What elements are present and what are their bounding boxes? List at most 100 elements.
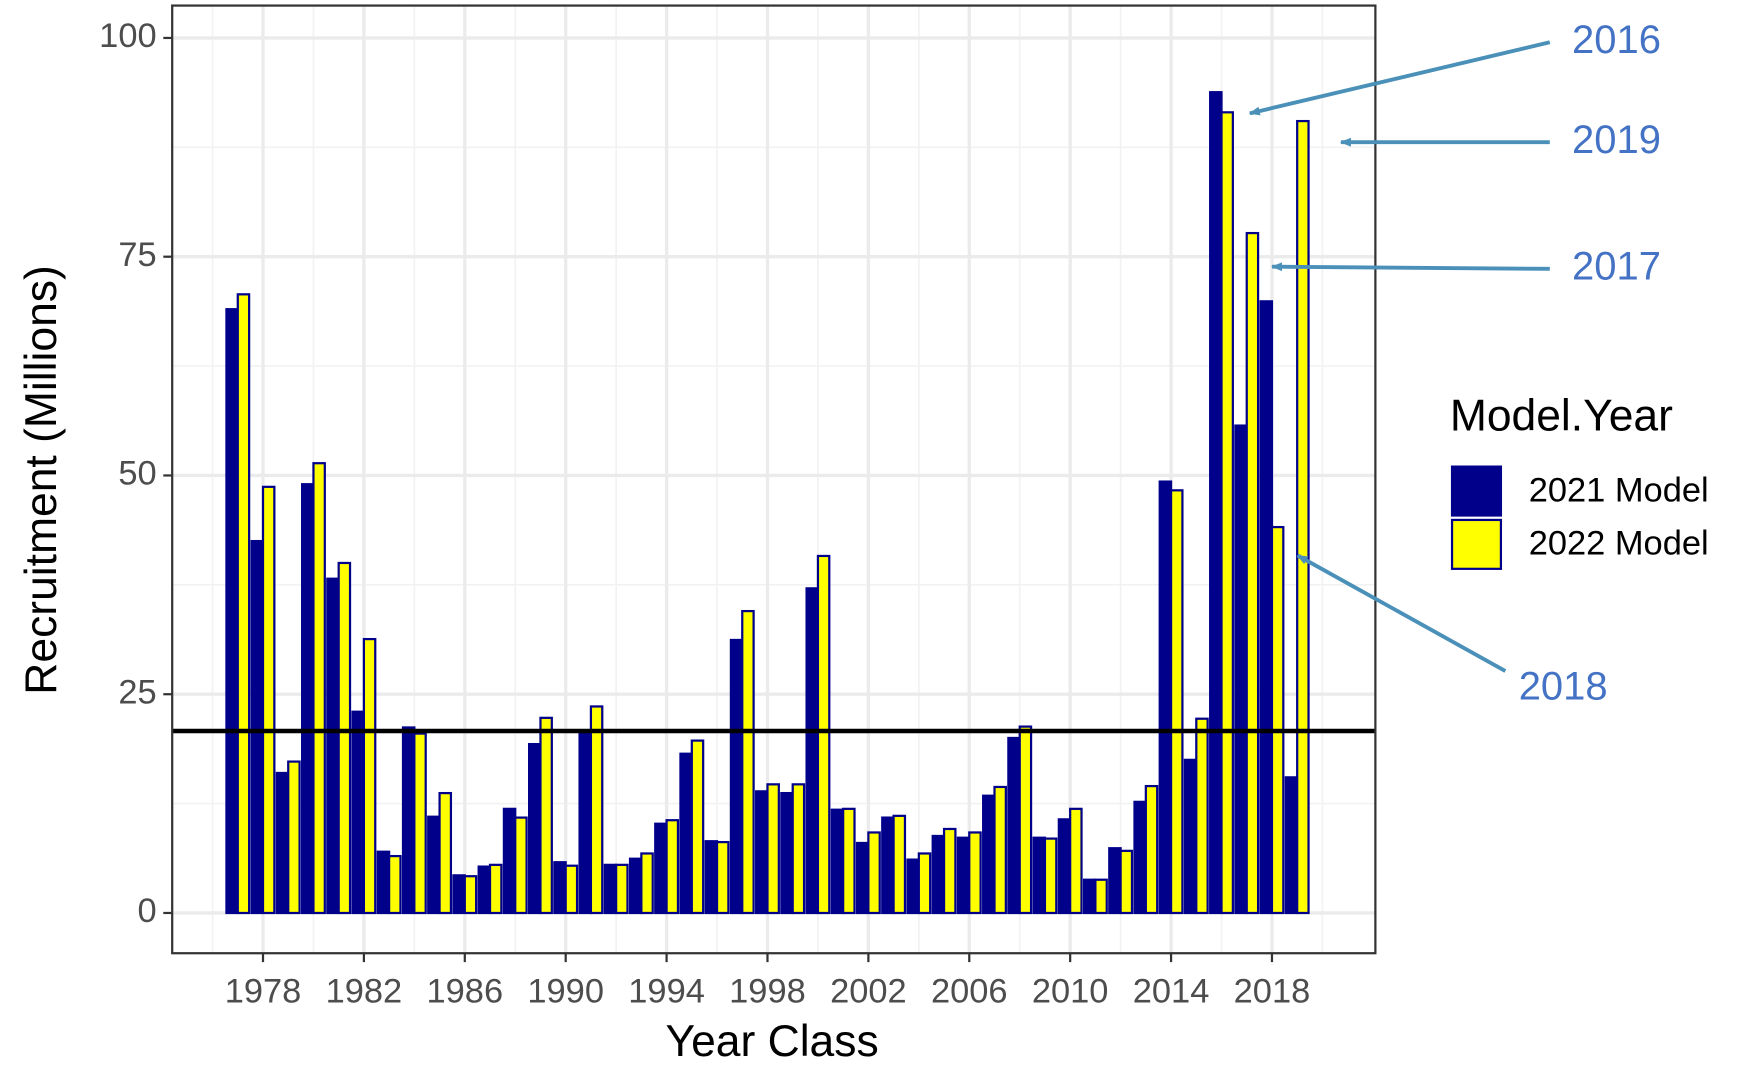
bar [1043,837,1058,915]
bar [312,462,326,915]
bar [463,875,478,915]
y-tick-label: 100 [99,17,156,55]
bar [881,816,895,915]
x-tick-label: 2002 [830,972,907,1010]
bar [993,785,1007,915]
bar [362,637,377,915]
annotation: 2017 [1572,244,1661,288]
bar [539,716,553,915]
bar [968,831,982,915]
bar [528,742,542,915]
bar [376,850,391,915]
bar [729,638,744,915]
annotation-arrow [1270,262,1550,272]
bar [1032,836,1047,915]
bar [603,863,618,915]
bar [1220,111,1234,915]
x-tick-label: 2006 [931,972,1008,1010]
bar [427,815,441,915]
bar [791,783,806,915]
bar [1169,489,1184,915]
bar [766,783,780,915]
x-axis-title: Year Class [666,1017,879,1066]
bar [452,874,466,915]
bar [805,587,820,915]
legend-label: 2021 Model [1529,471,1709,509]
bar [553,861,567,915]
bar [628,857,643,915]
legend-title: Model.Year [1450,392,1673,441]
bar [640,852,654,915]
bar [401,726,416,915]
bar [1144,784,1159,915]
bar [665,819,680,915]
bar [654,822,668,915]
y-tick-label: 0 [137,892,156,930]
bar [477,865,492,915]
bar [488,863,503,915]
x-tick-label: 1986 [426,972,503,1010]
legend-key [1450,465,1503,517]
bar [275,771,290,915]
bar [1069,807,1083,915]
bar [1018,725,1033,915]
bar [755,790,769,915]
bar [867,831,881,915]
bar [388,854,402,915]
x-tick-label: 2014 [1133,972,1210,1010]
bar [236,293,251,915]
bar [1259,300,1274,915]
bar [1108,847,1122,915]
bar [300,483,315,915]
bar [502,807,517,915]
legend-key [1450,518,1503,570]
y-tick-label: 50 [118,455,156,493]
bar [1133,800,1147,915]
bar [816,554,831,915]
x-tick-label: 1982 [326,972,403,1010]
bar [1007,736,1021,915]
bar [1195,717,1209,915]
bar [287,760,301,915]
y-axis-title: Recruitment (Millions) [17,265,66,695]
bar [326,577,340,915]
bar [690,739,705,915]
bar [855,841,870,915]
bar [1082,878,1097,915]
bar [917,852,932,915]
bar [1119,849,1134,915]
bar [615,863,629,915]
bar [578,729,593,915]
bar [1094,878,1108,915]
bar [351,710,366,915]
annotation: 2018 [1519,664,1608,708]
bar [1284,776,1299,915]
plot-border [171,4,1377,955]
bar [830,808,845,915]
bar [982,794,996,915]
bar [1270,525,1285,915]
bar [261,485,276,915]
x-tick-label: 1998 [729,972,806,1010]
bar [942,827,957,915]
annotation: 2016 [1572,18,1661,62]
x-tick-label: 2018 [1234,972,1311,1010]
y-tick-label: 75 [118,236,156,274]
bar [892,814,907,915]
bar [250,539,265,915]
bar [564,864,579,915]
annotation: 2019 [1572,118,1661,162]
bar [413,732,427,915]
x-tick-label: 2010 [1032,972,1109,1010]
bar [1245,231,1260,915]
bar [225,308,239,915]
y-tick-label: 25 [118,673,156,711]
bar [679,752,693,915]
bar [438,791,453,915]
bar [704,840,719,915]
bar [956,836,971,915]
bar [715,840,730,915]
bar [1296,119,1310,915]
bar [1209,91,1223,915]
